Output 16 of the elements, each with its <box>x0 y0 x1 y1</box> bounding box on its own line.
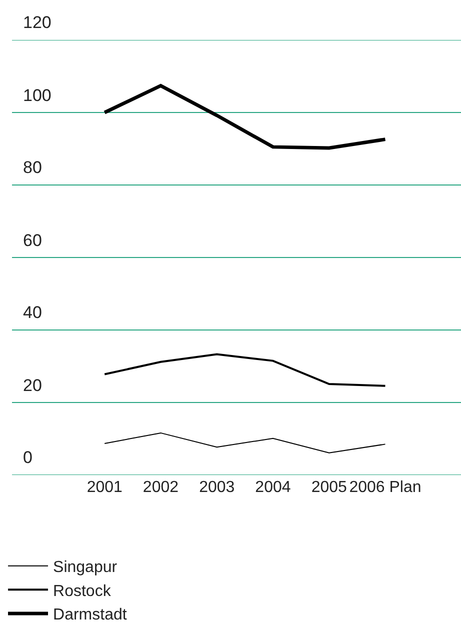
y-tick-label: 20 <box>23 376 42 395</box>
x-tick-label: 2004 <box>255 479 291 496</box>
x-tick-label: 2001 <box>86 479 123 496</box>
y-tick-label: 120 <box>23 13 52 32</box>
legend-label: Singapur <box>53 559 118 576</box>
y-tick-label: 0 <box>23 448 32 467</box>
y-tick-label: 40 <box>23 303 42 322</box>
x-tick-label: 2005 <box>311 479 348 496</box>
y-tick-label: 100 <box>23 86 52 105</box>
y-tick-label: 80 <box>23 158 42 177</box>
legend-label: Rostock <box>53 582 112 600</box>
legend-label: Darmstadt <box>53 606 128 624</box>
x-tick-label: 2003 <box>199 479 235 496</box>
y-tick-label: 60 <box>23 231 42 250</box>
x-tick-label: 2006 Plan <box>349 479 422 496</box>
x-tick-label: 2002 <box>142 479 179 496</box>
